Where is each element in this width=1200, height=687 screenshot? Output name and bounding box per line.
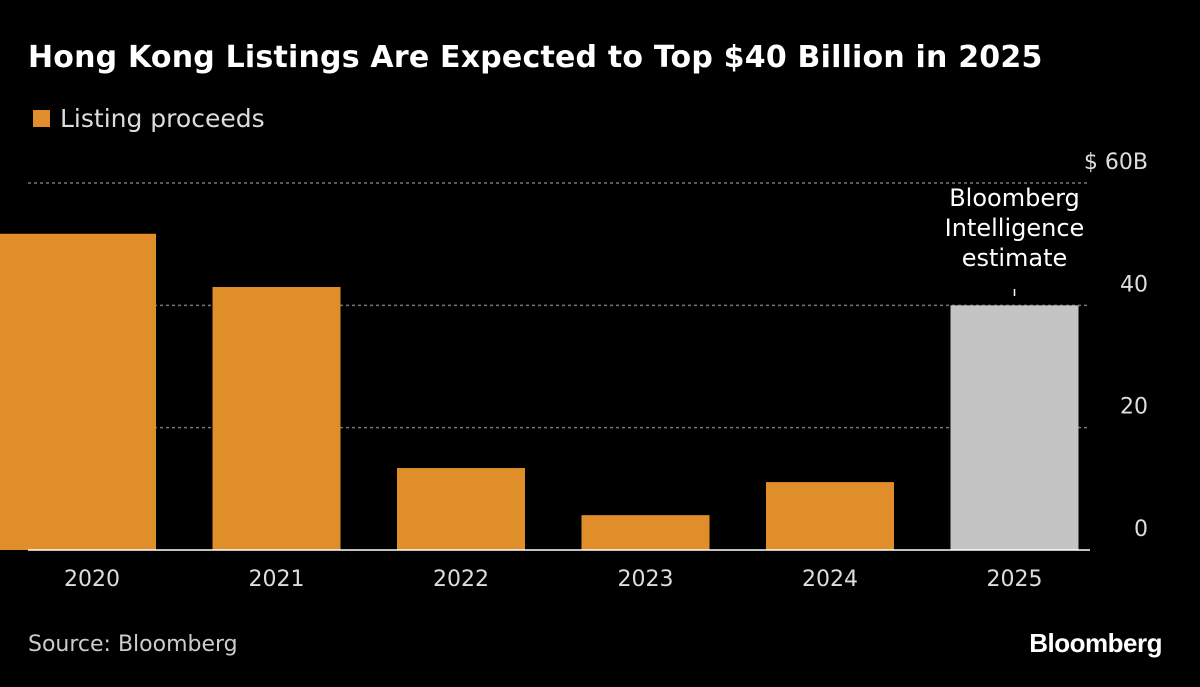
- x-tick-label: 2022: [433, 567, 489, 592]
- bar-2025: [950, 305, 1079, 550]
- annotation-line: estimate: [962, 244, 1068, 272]
- bar-2023: [581, 515, 710, 550]
- legend-swatch: [33, 110, 50, 127]
- x-tick-label: 2024: [802, 567, 858, 592]
- chart-title: Hong Kong Listings Are Expected to Top $…: [28, 40, 1043, 75]
- x-tick-label: 2025: [987, 567, 1043, 592]
- annotation-line: Intelligence: [945, 214, 1085, 242]
- bar-2022: [397, 468, 525, 550]
- source-note: Source: Bloomberg: [28, 632, 238, 657]
- y-tick-label: 20: [1120, 395, 1148, 420]
- legend-label: Listing proceeds: [60, 104, 265, 133]
- bloomberg-logo: Bloomberg: [1029, 628, 1162, 658]
- y-tick-label: 0: [1134, 517, 1148, 542]
- legend: Listing proceeds: [33, 104, 265, 133]
- y-tick-label: $ 60B: [1084, 150, 1148, 175]
- annotation-line: Bloomberg: [949, 184, 1080, 212]
- x-tick-label: 2021: [249, 567, 305, 592]
- x-tick-label: 2020: [64, 567, 120, 592]
- bar-2024: [766, 482, 894, 550]
- x-tick-label: 2023: [618, 567, 674, 592]
- y-tick-label: 40: [1120, 272, 1148, 297]
- bar-2020: [0, 233, 156, 551]
- bar-2021: [212, 286, 341, 550]
